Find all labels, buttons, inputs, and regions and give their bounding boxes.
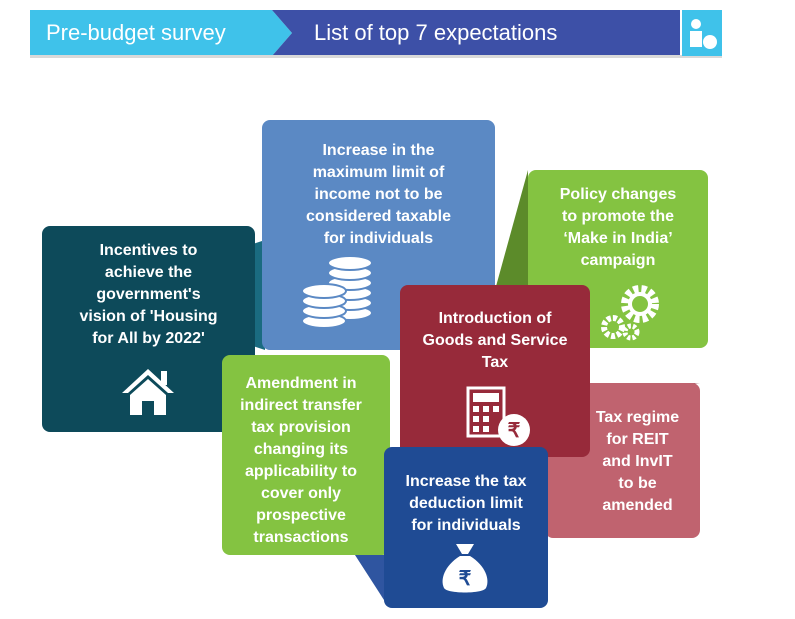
box-text: government's [96, 286, 201, 303]
box-text: income not to be [314, 186, 443, 203]
header-icon [691, 19, 701, 29]
box-text: indirect transfer [240, 397, 362, 414]
header-left: Pre-budget survey [46, 20, 226, 45]
box-text: Goods and Service [422, 332, 568, 349]
connector [355, 555, 390, 600]
box-text: Tax [481, 354, 509, 371]
box-text: amended [602, 497, 673, 514]
box-text: ‘Make in India’ [563, 230, 673, 247]
box-text: to be [618, 475, 657, 492]
box: Amendment in indirect transfer tax provisi… [222, 355, 390, 555]
box-text: for individuals [411, 517, 521, 534]
gears-icon [601, 285, 659, 341]
box-text: maximum limit of [312, 164, 445, 181]
money-bag-icon: ₹ [442, 544, 488, 593]
box-text: Incentives to [99, 242, 198, 259]
box-text: vision of 'Housing [79, 308, 218, 325]
header-icon [690, 31, 702, 47]
house-icon [122, 369, 174, 415]
svg-text:₹: ₹ [459, 568, 472, 590]
box-text: transactions [253, 529, 349, 546]
box-text: applicability to [244, 463, 357, 480]
header-rule [30, 55, 722, 58]
box-text: Increase the tax [405, 473, 527, 490]
box-text: considered taxable [306, 208, 451, 225]
box: Incentives to achieve the government's visi… [42, 226, 255, 432]
box-text: cover only [260, 485, 342, 502]
box: Tax regime for REIT and InvIT to be amended [545, 383, 700, 538]
box-text: for REIT [606, 431, 669, 448]
box-text: for individuals [323, 230, 434, 247]
box-text: and InvIT [602, 453, 673, 470]
box-text: Tax regime [595, 409, 680, 426]
header-left-bg [30, 10, 292, 56]
header-right-bg [272, 10, 680, 56]
box-text: achieve the [104, 264, 193, 281]
header-icon [703, 35, 717, 49]
calculator-icon: ₹ [466, 386, 530, 446]
header-right: List of top 7 expectations [314, 20, 558, 45]
svg-text:₹: ₹ [508, 420, 521, 442]
box-text: Introduction of [438, 310, 552, 327]
box: Introduction of Goods and Service Tax [400, 285, 590, 457]
box-text: tax provision [251, 419, 351, 436]
box-text: Amendment in [245, 375, 357, 392]
box-text: changing its [253, 441, 349, 458]
box-text: prospective [256, 507, 346, 524]
box-text: Increase in the [322, 142, 435, 159]
box-text: campaign [580, 252, 656, 269]
box-text: to promote the [562, 208, 674, 225]
box-text: Policy changes [559, 186, 677, 203]
box-text: for All by 2022' [92, 330, 205, 347]
coins-icon [301, 255, 373, 329]
box-text: deduction limit [409, 495, 523, 512]
box: Increase the tax deduction limit for indiv… [384, 447, 548, 608]
